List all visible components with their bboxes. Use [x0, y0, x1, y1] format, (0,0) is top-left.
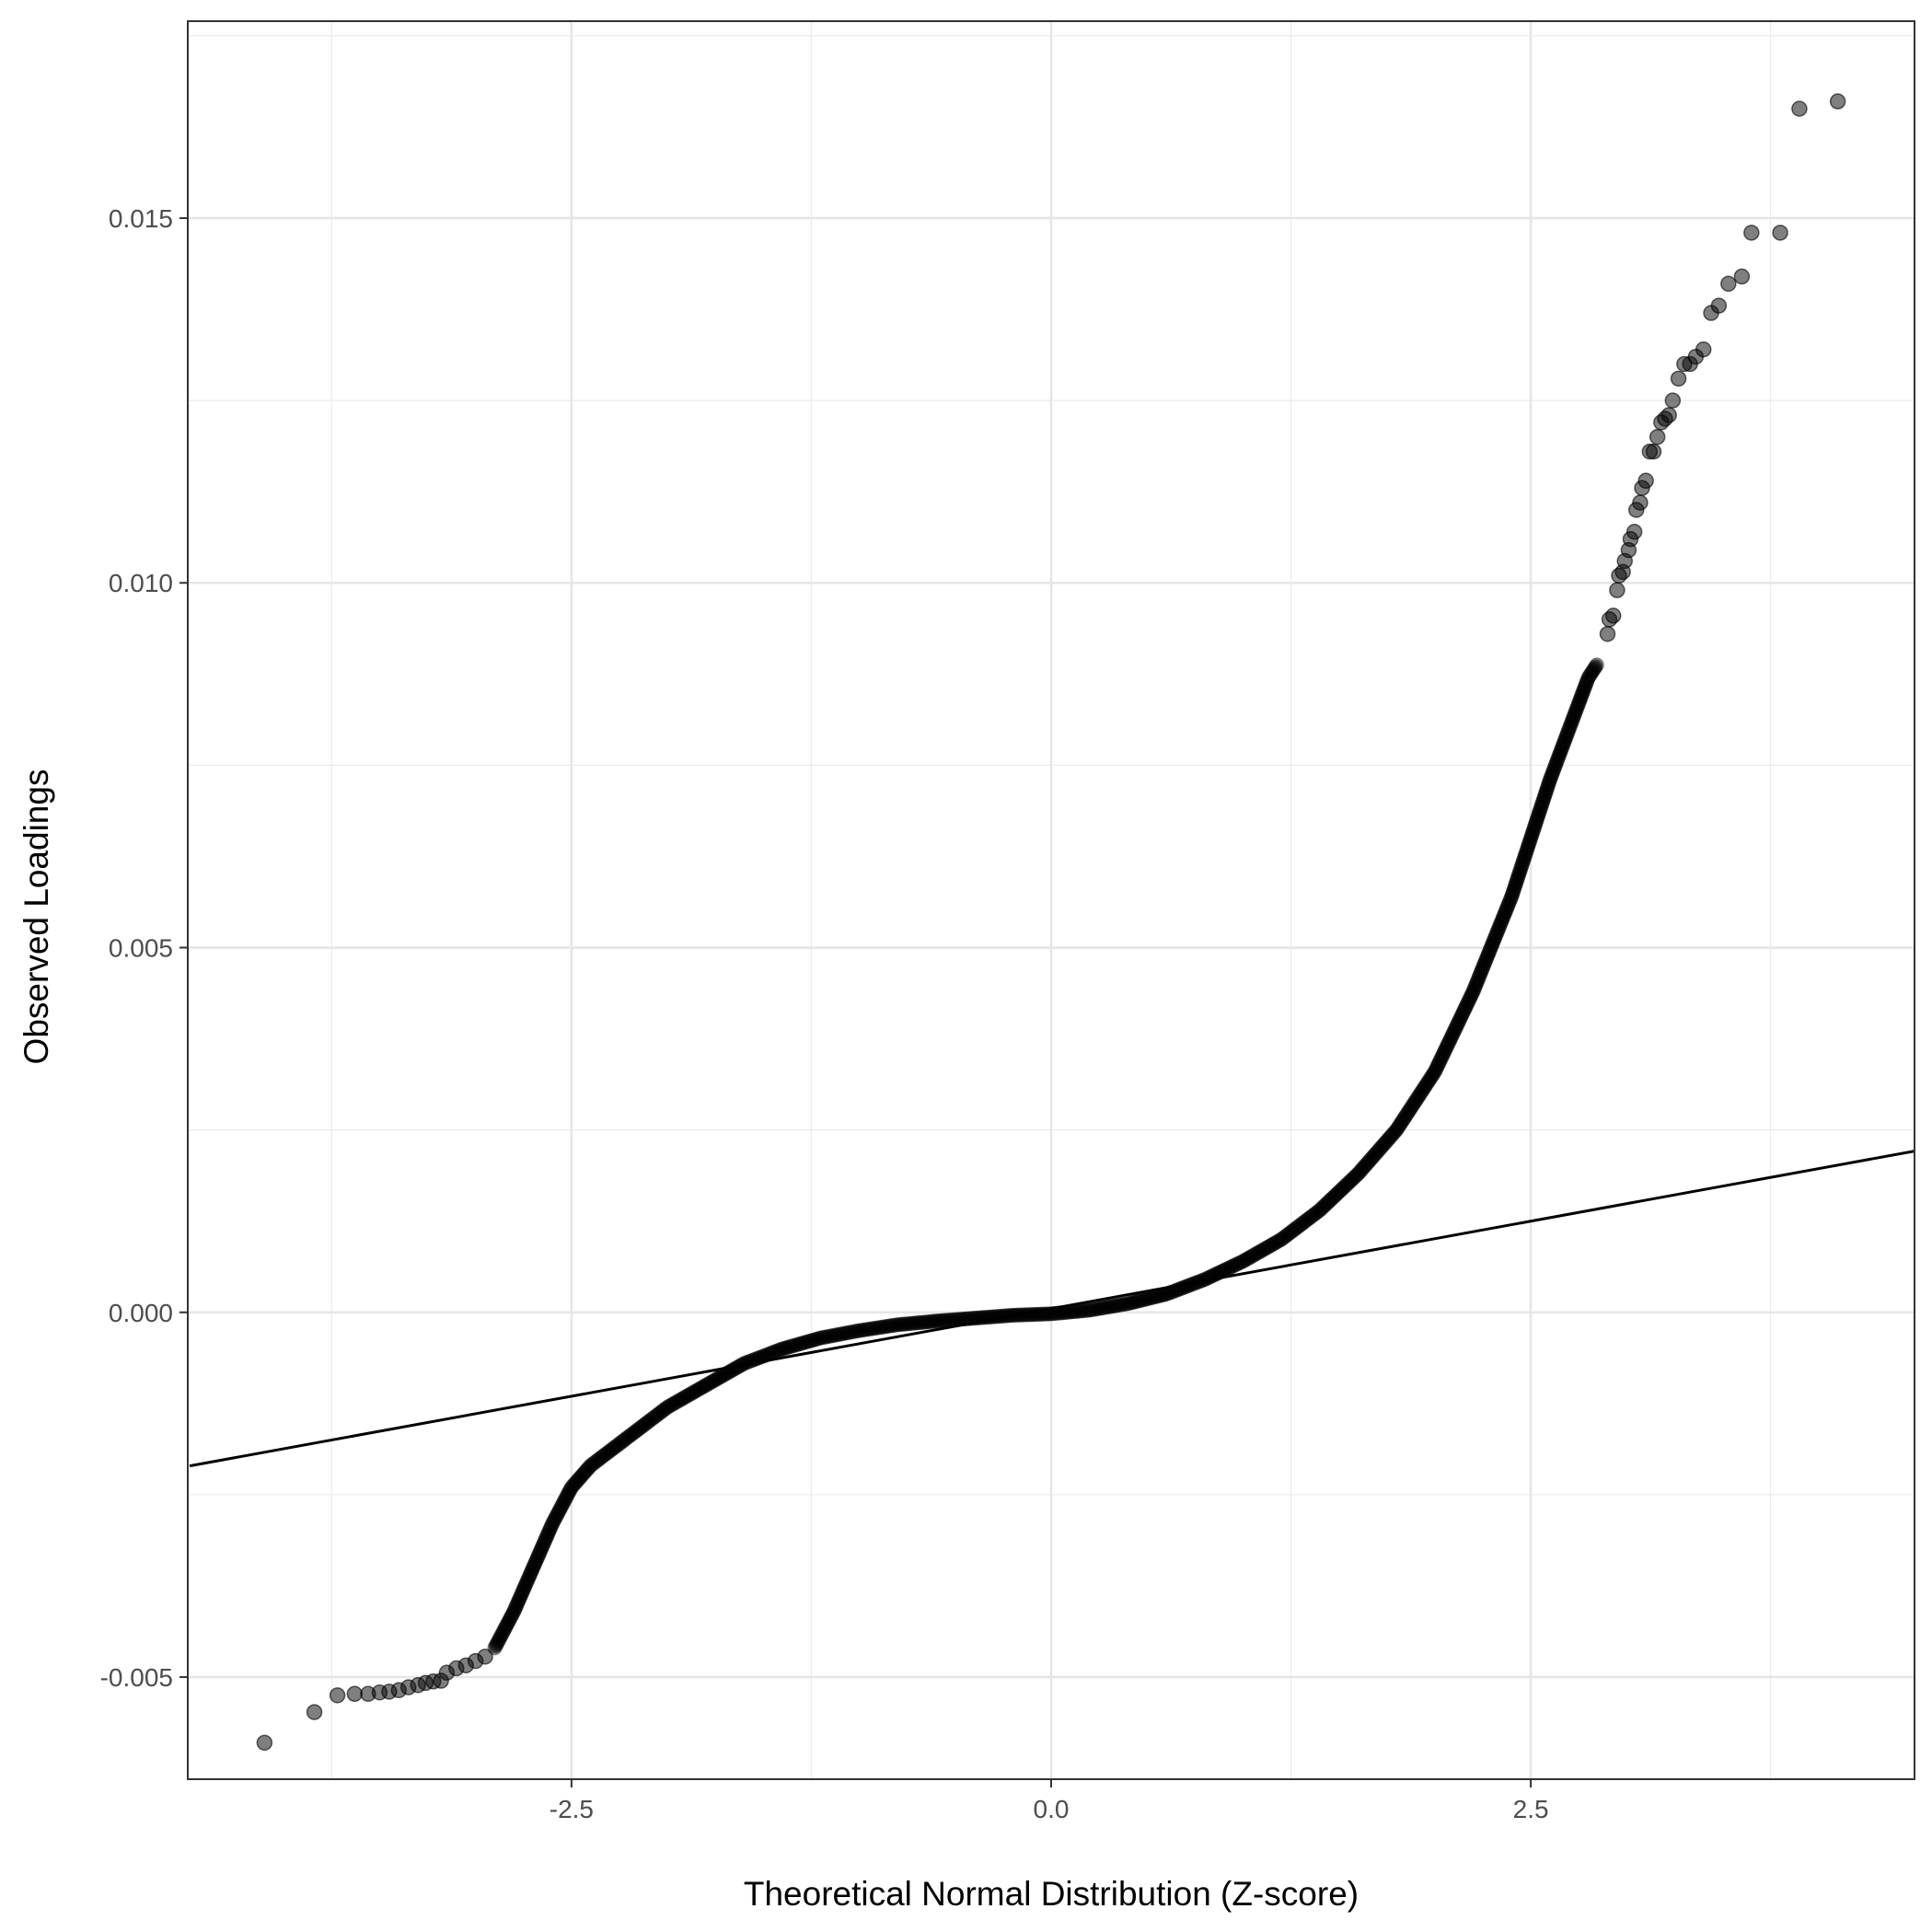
x-tick-label: 2.5: [1513, 1795, 1549, 1823]
x-tick-label: -2.5: [550, 1795, 594, 1823]
x-axis-ticks: -2.5 0.0 2.5: [550, 1779, 1549, 1823]
qq-point: [1637, 472, 1654, 490]
x-axis-title: Theoretical Normal Distribution (Z-score…: [744, 1875, 1359, 1913]
qq-point: [1695, 341, 1712, 358]
qq-point: [1791, 100, 1808, 117]
qq-point: [1710, 297, 1728, 314]
qq-point: [1743, 225, 1760, 241]
qq-point: [1599, 625, 1616, 642]
qq-point: [1660, 407, 1677, 423]
y-axis-ticks: -0.005 0.000 0.005 0.010 0.015: [100, 204, 188, 1692]
qq-point: [1645, 443, 1662, 460]
y-axis-title: Observed Loadings: [17, 769, 55, 1065]
qq-point: [346, 1685, 364, 1703]
qq-point: [1720, 275, 1737, 293]
qq-point: [306, 1704, 323, 1720]
qq-point: [477, 1649, 493, 1665]
qq-point: [1772, 225, 1788, 241]
y-tick-label: 0.010: [109, 569, 173, 597]
qq-point: [1664, 392, 1682, 409]
data-points: [256, 93, 1846, 1752]
qq-point: [1625, 524, 1643, 540]
qq-point: [1829, 93, 1846, 110]
qq-point: [1609, 582, 1625, 598]
y-tick-label: 0.015: [109, 204, 173, 233]
qq-point: [1670, 370, 1687, 388]
x-tick-label: 0.0: [1034, 1795, 1070, 1823]
qq-point: [1733, 268, 1751, 285]
y-tick-label: -0.005: [100, 1663, 173, 1692]
qq-point: [1632, 494, 1649, 511]
qq-point: [1649, 428, 1666, 445]
y-tick-label: 0.000: [109, 1299, 173, 1327]
qq-point: [1604, 607, 1622, 624]
qq-point: [1589, 657, 1604, 673]
y-tick-label: 0.005: [109, 934, 173, 963]
qq-point: [256, 1734, 273, 1752]
qq-point: [329, 1687, 346, 1704]
